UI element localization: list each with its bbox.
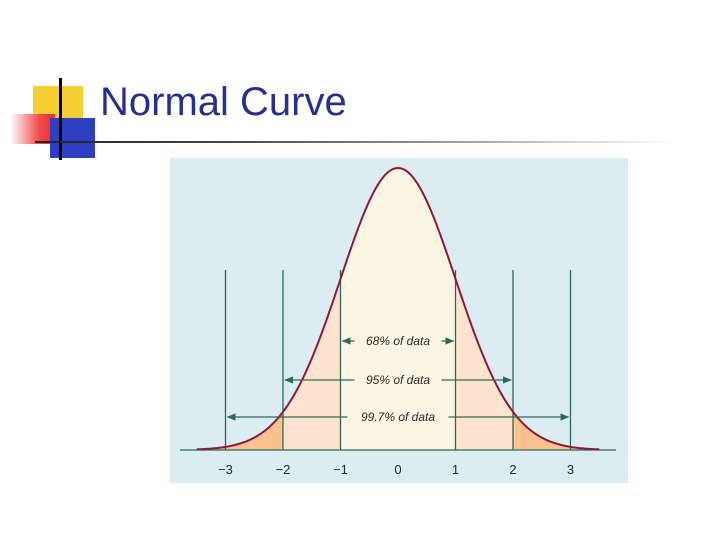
tick-label: 3 (567, 462, 574, 477)
fill-region-center (340, 168, 456, 450)
normal-curve-diagram: 68% of data 95% of data 99.7% of data −3 −2… (170, 158, 628, 483)
tick-label: −2 (276, 462, 291, 477)
band-3: 99.7% of data (226, 410, 570, 424)
slide-title: Normal Curve (100, 80, 347, 124)
decor-red-bar (10, 114, 55, 144)
fill-tail-right (513, 411, 600, 450)
tick-label: −3 (218, 462, 233, 477)
decor-blue-square (50, 118, 95, 158)
band-label: 95% of data (366, 373, 430, 387)
tick-label: 0 (394, 462, 401, 477)
tick-label: −1 (333, 462, 348, 477)
band-label: 68% of data (366, 334, 430, 348)
tick-label: 2 (509, 462, 516, 477)
normal-curve-figure: 68% of data 95% of data 99.7% of data −3 −2… (170, 158, 628, 483)
fill-tail-left (196, 411, 283, 450)
title-underline (35, 141, 675, 143)
band-1: 68% of data (341, 334, 455, 348)
band-label: 99.7% of data (361, 410, 435, 424)
decor-vertical-line (59, 78, 62, 160)
normal-curve-line (196, 166, 600, 451)
tick-label: 1 (452, 462, 459, 477)
band-2: 95% of data (284, 373, 512, 387)
